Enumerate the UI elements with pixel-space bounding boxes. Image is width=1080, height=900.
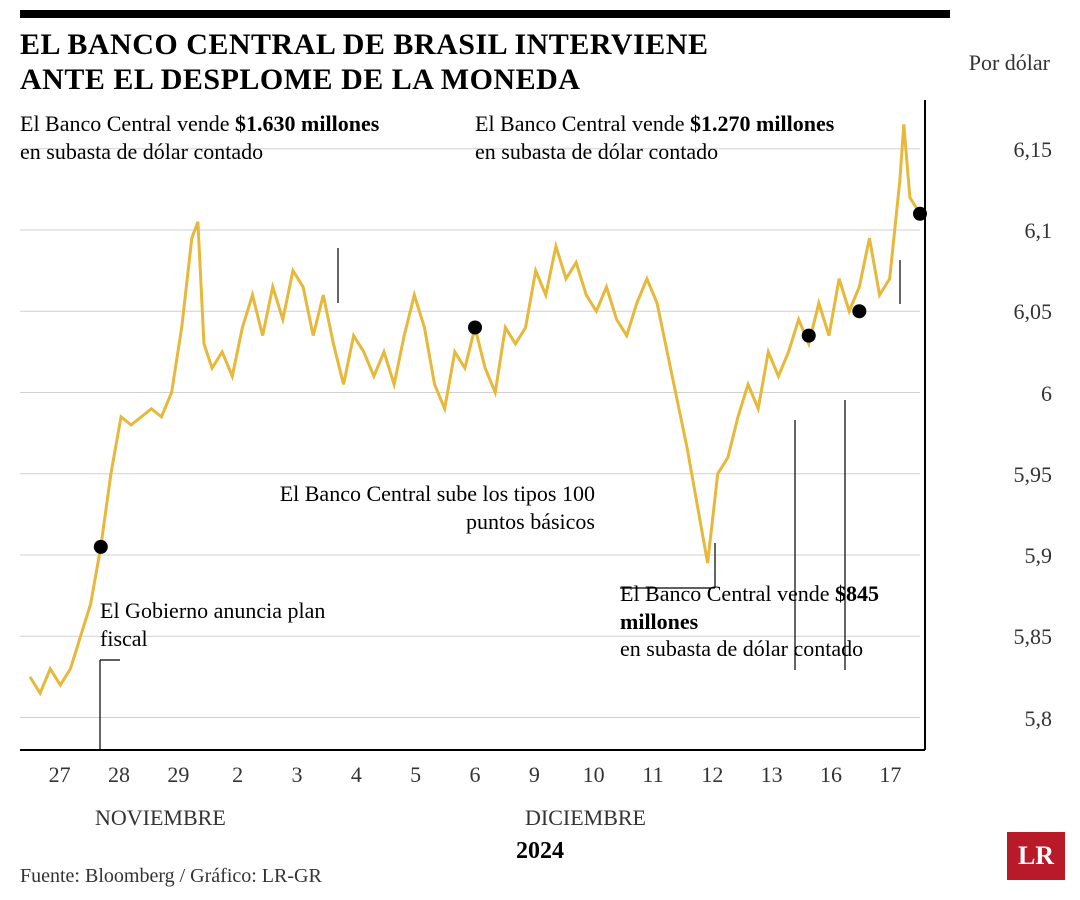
year-label: 2024 [516, 838, 564, 865]
xtick-label: 29 [167, 762, 189, 788]
top-border [20, 10, 950, 18]
title-line-2: ANTE EL DESPLOME DE LA MONEDA [20, 63, 708, 98]
xtick-label: 9 [529, 762, 540, 788]
annotation-a5: El Banco Central vende $845 millones en … [620, 580, 920, 663]
month-label-dec: DICIEMBRE [525, 805, 646, 831]
xtick-label: 13 [761, 762, 783, 788]
xtick-label: 12 [701, 762, 723, 788]
annotation-a1: El Banco Central vende $1.630 millones e… [20, 110, 420, 165]
xtick-label: 2 [232, 762, 243, 788]
xtick-label: 16 [820, 762, 842, 788]
xtick-label: 5 [410, 762, 421, 788]
annotation-a3: El Gobierno anuncia plan fiscal [100, 597, 340, 652]
logo-text: LR [1018, 841, 1054, 871]
ytick-label: 5,8 [1025, 706, 1053, 732]
xtick-label: 6 [470, 762, 481, 788]
ytick-label: 6,05 [1014, 299, 1053, 325]
month-label-nov: NOVIEMBRE [95, 805, 226, 831]
y-axis-label: Por dólar [969, 50, 1050, 76]
annotation-a2: El Banco Central vende $1.270 millones e… [475, 110, 875, 165]
ytick-label: 6 [1041, 381, 1052, 407]
annotation-a4: El Banco Central sube los tipos 100 punt… [275, 480, 595, 535]
xtick-label: 28 [108, 762, 130, 788]
xtick-label: 27 [49, 762, 71, 788]
xtick-label: 10 [583, 762, 605, 788]
ytick-label: 5,95 [1014, 462, 1053, 488]
ytick-label: 5,85 [1014, 624, 1053, 650]
publisher-logo: LR [1007, 832, 1065, 880]
source-text: Fuente: Bloomberg / Gráfico: LR-GR [20, 865, 322, 888]
title-line-1: EL BANCO CENTRAL DE BRASIL INTERVIENE [20, 28, 708, 63]
xtick-label: 17 [879, 762, 901, 788]
ytick-label: 6,15 [1014, 137, 1053, 163]
xtick-label: 11 [642, 762, 663, 788]
ytick-label: 5,9 [1025, 543, 1053, 569]
xtick-label: 4 [351, 762, 362, 788]
ytick-label: 6,1 [1025, 218, 1053, 244]
xtick-label: 3 [292, 762, 303, 788]
page-title: EL BANCO CENTRAL DE BRASIL INTERVIENE AN… [20, 28, 708, 97]
